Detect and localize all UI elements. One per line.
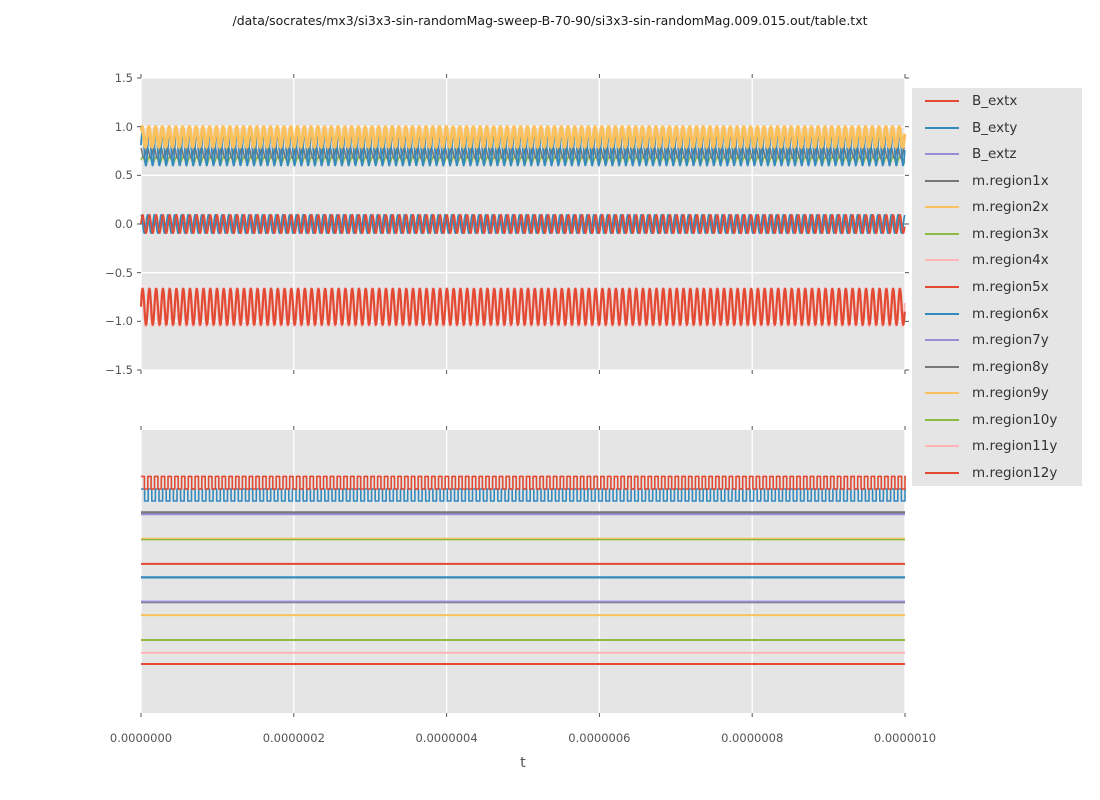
series-m.region2x — [140, 125, 906, 149]
legend-line-swatch — [925, 126, 959, 129]
y-tick-label: −0.5 — [105, 265, 133, 280]
legend-item: m.region7y — [912, 327, 1082, 353]
legend-label: B_exty — [972, 119, 1018, 136]
legend-line-swatch — [925, 312, 959, 315]
legend-item: B_extz — [912, 141, 1082, 167]
y-tick-label: 0.5 — [114, 168, 133, 183]
legend-item: m.region12y — [912, 460, 1082, 486]
legend-line-swatch — [925, 232, 959, 235]
legend-label: m.region10y — [972, 411, 1058, 428]
legend-label: m.region2x — [972, 199, 1049, 216]
top-series-group — [140, 125, 906, 328]
legend-item: m.region4x — [912, 247, 1082, 273]
y-tick-label: 0.0 — [114, 217, 133, 231]
legend-label: m.region6x — [972, 305, 1049, 322]
bottom-series-group — [141, 475, 906, 665]
series-m.region5x — [140, 287, 906, 326]
legend-item: m.region11y — [912, 433, 1082, 459]
x-tick-label: 0.0000002 — [262, 731, 325, 745]
legend-line-swatch — [925, 285, 959, 288]
legend-item: m.region10y — [912, 407, 1082, 433]
legend-line-swatch — [925, 259, 959, 262]
legend-line-swatch — [925, 179, 959, 182]
legend-line-swatch — [925, 339, 959, 342]
legend-line-swatch — [925, 418, 959, 421]
legend-line-swatch — [925, 471, 959, 474]
legend-item: B_extx — [912, 88, 1082, 114]
legend-label: m.region9y — [972, 385, 1049, 402]
y-tick-label: 1.5 — [114, 71, 133, 85]
legend-item: m.region1x — [912, 168, 1082, 194]
legend-label: m.region1x — [972, 172, 1049, 189]
y-tick-label: 1.0 — [114, 119, 133, 134]
legend-item: m.region9y — [912, 380, 1082, 406]
legend-item: m.region6x — [912, 301, 1082, 327]
legend-item: m.region5x — [912, 274, 1082, 300]
x-tick-label: 0.0000006 — [568, 731, 631, 745]
legend-line-swatch — [925, 206, 959, 209]
legend-line-swatch — [925, 445, 959, 448]
legend-line-swatch — [925, 392, 959, 395]
legend: B_extx B_exty B_extz m.region1x m.region2x m.… — [912, 88, 1082, 486]
legend-label: m.region11y — [972, 438, 1058, 455]
legend-label: m.region12y — [972, 464, 1058, 481]
series-square-red — [141, 475, 906, 490]
figure-title: /data/socrates/mx3/si3x3-sin-randomMag-s… — [232, 13, 868, 28]
x-tick-label: 0.0000008 — [721, 731, 784, 745]
x-tick-label: 0.0000010 — [873, 731, 937, 745]
legend-label: m.region8y — [972, 358, 1049, 375]
y-tick-label: −1.5 — [105, 363, 133, 377]
legend-item: m.region3x — [912, 221, 1082, 247]
legend-label: m.region7y — [972, 332, 1049, 349]
x-tick-label: 0.0000000 — [109, 731, 173, 745]
legend-label: m.region3x — [972, 225, 1049, 242]
bottom-plot-area — [141, 430, 905, 713]
legend-line-swatch — [925, 365, 959, 368]
legend-line-swatch — [925, 100, 959, 103]
legend-item: B_exty — [912, 115, 1082, 141]
series-square-blue — [141, 488, 906, 502]
legend-item: m.region8y — [912, 354, 1082, 380]
legend-item: m.region2x — [912, 194, 1082, 220]
legend-label: B_extz — [972, 146, 1017, 163]
legend-label: m.region4x — [972, 252, 1049, 269]
y-tick-label: −1.0 — [105, 314, 133, 329]
legend-label: m.region5x — [972, 278, 1049, 295]
x-tick-label: 0.0000004 — [415, 731, 478, 745]
series-B_extx — [140, 213, 906, 235]
legend-line-swatch — [925, 153, 959, 156]
legend-label: B_extx — [972, 93, 1018, 110]
x-axis-label: t — [520, 755, 526, 771]
